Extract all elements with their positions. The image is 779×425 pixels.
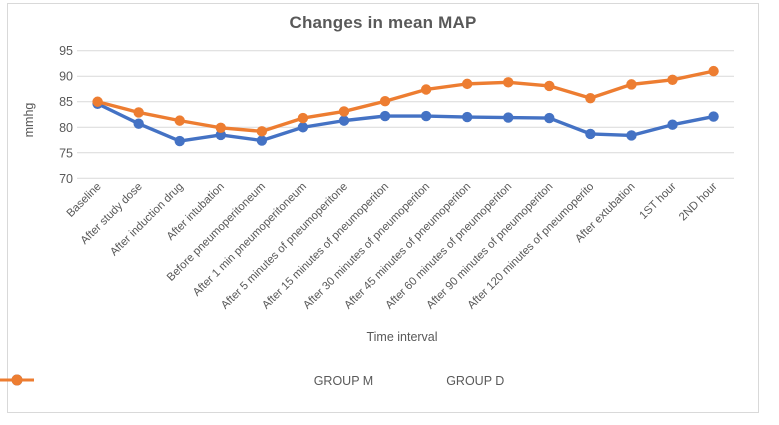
- gridlines: [77, 50, 734, 179]
- svg-text:After induction drug: After induction drug: [108, 181, 186, 259]
- legend: GROUP M GROUP D: [0, 374, 779, 388]
- svg-text:1ST hour: 1ST hour: [637, 180, 678, 221]
- svg-text:80: 80: [59, 121, 73, 135]
- data-series: [92, 65, 719, 147]
- svg-text:90: 90: [59, 70, 73, 84]
- group-d-line-marker-icon: [0, 374, 441, 387]
- legend-label-group-m: GROUP M: [313, 374, 374, 388]
- group-m-line-marker-icon: [0, 374, 309, 387]
- svg-text:75: 75: [59, 146, 73, 160]
- y-axis-tick-labels: 70 75 80 85 90 95: [59, 44, 73, 186]
- chart-frame: Changes in mean MAP: [7, 3, 759, 413]
- legend-item-group-d[interactable]: GROUP D: [0, 374, 505, 388]
- svg-text:85: 85: [59, 95, 73, 109]
- legend-label-group-d: GROUP D: [446, 374, 505, 388]
- svg-text:95: 95: [59, 44, 73, 58]
- svg-text:2ND hour: 2ND hour: [677, 180, 720, 223]
- x-axis-title: Time interval: [366, 330, 437, 344]
- svg-text:Baseline: Baseline: [65, 181, 104, 220]
- y-axis-title: mmhg: [22, 103, 36, 138]
- chart-title: Changes in mean MAP: [289, 13, 477, 32]
- legend-item-group-m[interactable]: GROUP M: [0, 374, 374, 388]
- svg-text:70: 70: [59, 172, 73, 186]
